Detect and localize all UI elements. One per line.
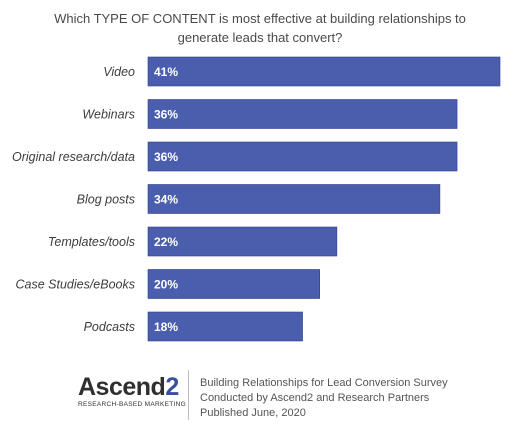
logo-wordmark: Ascend2 bbox=[78, 373, 179, 401]
bar-original-research-data bbox=[147, 141, 458, 172]
footer: Ascend2 RESEARCH-BASED MARKETING Buildin… bbox=[0, 360, 519, 433]
value-label-original-research-data: 36% bbox=[154, 150, 178, 164]
category-label-video: Video bbox=[103, 65, 135, 79]
value-label-video: 41% bbox=[154, 65, 178, 79]
value-label-blog-posts: 34% bbox=[154, 193, 178, 207]
category-label-podcasts: Podcasts bbox=[84, 320, 135, 334]
category-label-blog-posts: Blog posts bbox=[77, 193, 135, 207]
value-label-podcasts: 18% bbox=[154, 320, 178, 334]
chart-title: Which TYPE OF CONTENT is most effective … bbox=[40, 9, 480, 47]
category-label-original-research-data: Original research/data bbox=[12, 150, 135, 164]
chart-title-line-2: generate leads that convert? bbox=[177, 30, 343, 45]
value-label-templates-tools: 22% bbox=[154, 235, 178, 249]
ascend2-logo: Ascend2 RESEARCH-BASED MARKETING bbox=[78, 373, 186, 408]
value-label-webinars: 36% bbox=[154, 108, 178, 122]
footer-line-survey: Building Relationships for Lead Conversi… bbox=[200, 377, 448, 389]
category-label-webinars: Webinars bbox=[82, 108, 135, 122]
bar-webinars bbox=[147, 99, 458, 129]
footer-line-conducted: Conducted by Ascend2 and Research Partne… bbox=[200, 392, 430, 404]
bar-chart: Video 41% Webinars 36% Original research/dat… bbox=[12, 56, 501, 342]
bar-case-studies-ebooks bbox=[147, 269, 321, 299]
footer-source-text: Building Relationships for Lead Conversi… bbox=[200, 376, 448, 421]
value-label-case-studies-ebooks: 20% bbox=[154, 278, 178, 292]
bar-video bbox=[147, 56, 501, 87]
bar-podcasts bbox=[147, 311, 303, 342]
logo-tagline: RESEARCH-BASED MARKETING bbox=[78, 401, 186, 408]
footer-line-published: Published June, 2020 bbox=[200, 407, 306, 419]
bar-templates-tools bbox=[147, 226, 338, 257]
footer-divider bbox=[188, 370, 189, 420]
category-label-case-studies-ebooks: Case Studies/eBooks bbox=[15, 278, 135, 292]
logo-digit: 2 bbox=[165, 373, 179, 401]
category-label-templates-tools: Templates/tools bbox=[48, 235, 135, 249]
chart-title-line-1: Which TYPE OF CONTENT is most effective … bbox=[54, 11, 466, 26]
logo-word: Ascend bbox=[78, 373, 166, 401]
bar-blog-posts bbox=[147, 184, 441, 214]
